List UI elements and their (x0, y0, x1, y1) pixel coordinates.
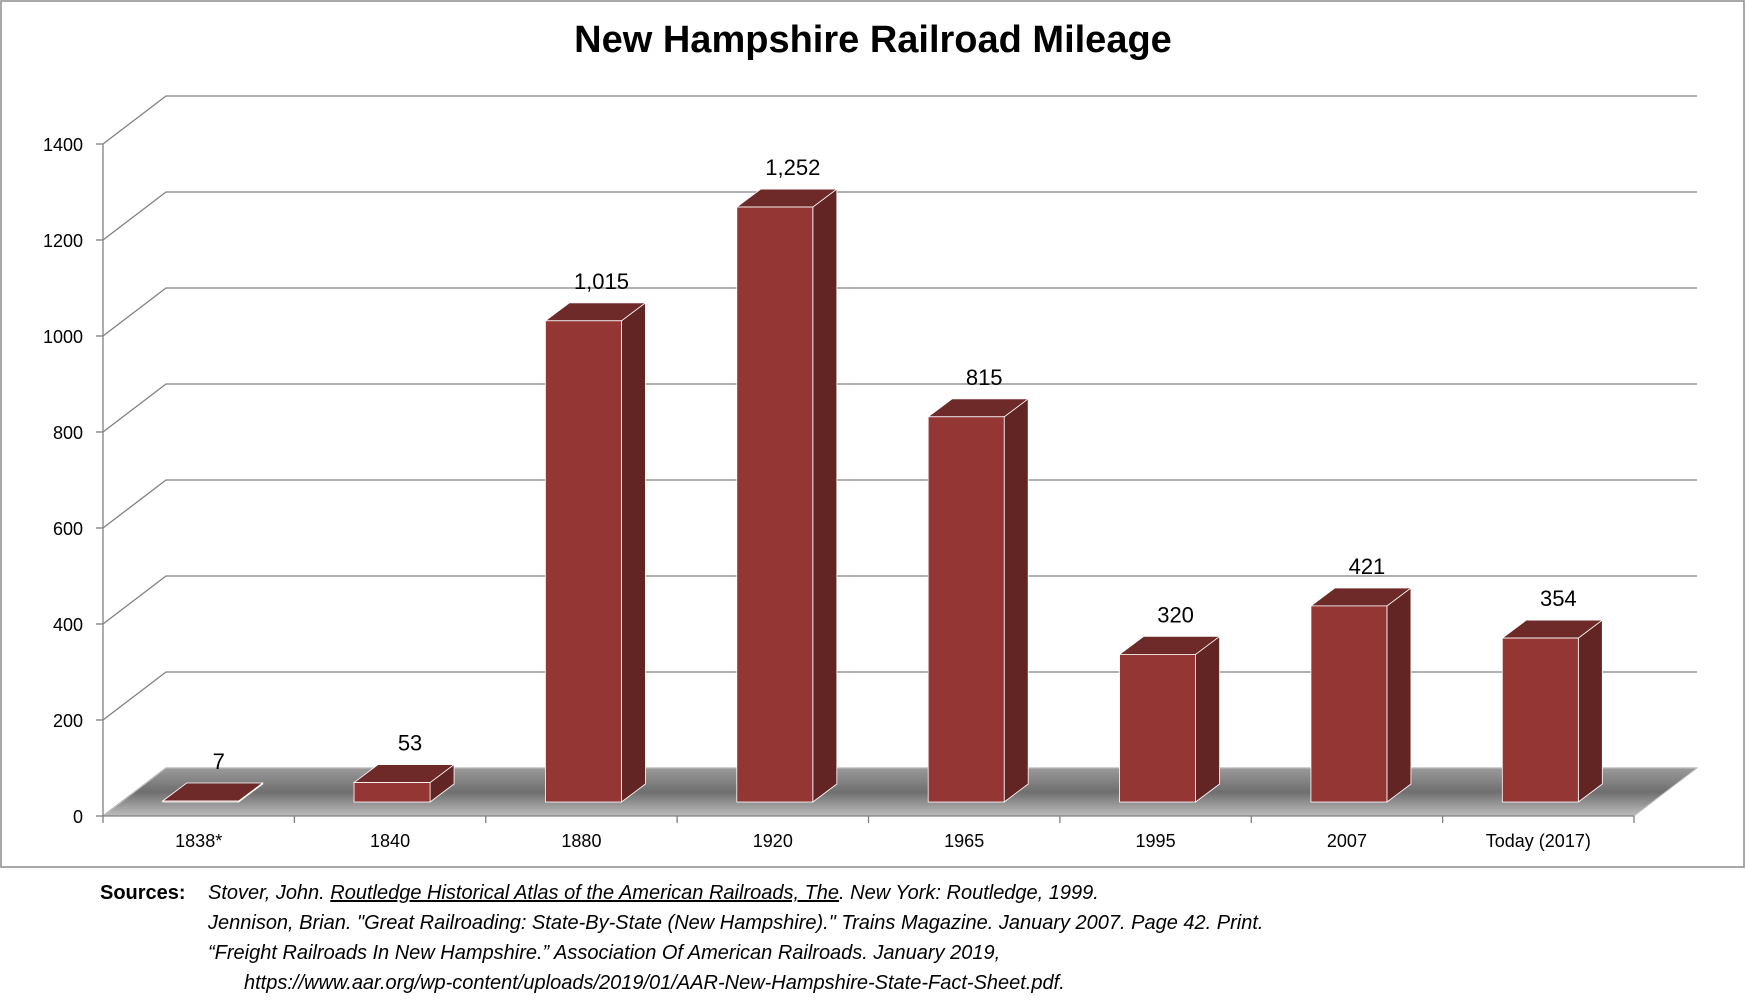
bar-front (1501, 637, 1579, 803)
bar-side (812, 188, 838, 803)
y-tick-label: 1200 (43, 231, 83, 251)
bar-front (736, 206, 814, 803)
source-entry: “Freight Railroads In New Hampshire.” As… (208, 942, 1001, 964)
bar-front (353, 782, 431, 803)
bar (735, 188, 839, 803)
y-tick-label: 1000 (43, 327, 83, 347)
bar (926, 397, 1030, 803)
bar (1309, 587, 1413, 803)
gridlines (102, 95, 1697, 817)
bar-front (545, 320, 622, 803)
y-tick-label: 1400 (43, 135, 83, 155)
data-label: 815 (966, 365, 1003, 390)
bars (161, 188, 1604, 803)
bar-side (1003, 397, 1029, 803)
source-entry: Stover, John. Routledge Historical Atlas… (208, 878, 1263, 908)
source-prefix: Stover, John. (208, 882, 331, 904)
x-tick-label: 1838* (175, 831, 222, 851)
bar-front (1119, 654, 1196, 803)
floor-plane (101, 767, 1699, 817)
x-tick-label: 1880 (561, 831, 601, 851)
x-tick-label: 2007 (1327, 831, 1367, 851)
y-tick-label: 0 (73, 807, 83, 827)
bar (1501, 619, 1604, 803)
data-label: 7 (213, 749, 225, 774)
source-book-title: Routledge Historical Atlas of the Americ… (330, 882, 840, 904)
chart-floor (101, 767, 1699, 817)
data-label: 320 (1157, 602, 1194, 627)
bar (161, 782, 264, 803)
gridline (102, 383, 1697, 433)
source-entry: Jennison, Brian. "Great Railroading: Sta… (208, 912, 1264, 934)
data-label: 1,015 (574, 269, 629, 294)
data-labels: 7 53 1,015 1,252 815 320 421 354 (213, 155, 1577, 774)
data-label: 354 (1540, 586, 1577, 611)
source-url: https://www.aar.org/wp-content/uploads/2… (244, 972, 1065, 994)
bar-front (927, 416, 1005, 803)
x-tick-label: 1995 (1136, 831, 1176, 851)
x-tick-label: Today (2017) (1486, 831, 1591, 851)
axes: 0 200 400 600 800 1000 1200 1400 1838* 1840 1880 19… (43, 135, 1635, 851)
bar-chart: New Hampshire Railroad Mileage 0 200 400 60… (0, 0, 1745, 868)
bar-side (1195, 635, 1220, 803)
gridline (102, 191, 1697, 241)
bar-side (1386, 587, 1412, 803)
bar (1118, 635, 1221, 803)
gridline (102, 287, 1697, 337)
x-tick-label: 1840 (370, 831, 410, 851)
bar-front (162, 800, 240, 803)
bar-side (621, 301, 646, 803)
x-tick-label: 1965 (944, 831, 984, 851)
bar-front (1310, 605, 1388, 803)
bar (352, 763, 456, 803)
source-suffix: . New York: Routledge, 1999. (839, 882, 1099, 904)
chart-border (0, 0, 1745, 868)
y-tick-label: 600 (53, 519, 83, 539)
data-label: 1,252 (765, 155, 820, 180)
chart-title: New Hampshire Railroad Mileage (574, 19, 1172, 61)
y-tick-label: 800 (53, 423, 83, 443)
sources-list: Stover, John. Routledge Historical Atlas… (208, 878, 1263, 998)
bar (544, 301, 647, 803)
data-label: 53 (398, 731, 422, 756)
gridline (102, 479, 1697, 529)
y-tick-label: 200 (53, 711, 83, 731)
bar-side (1577, 619, 1603, 803)
gridline (102, 95, 1697, 145)
gridline (102, 575, 1697, 625)
data-label: 421 (1349, 554, 1386, 579)
y-tick-label: 400 (53, 615, 83, 635)
chart-area: New Hampshire Railroad Mileage 0 200 400 60… (0, 0, 1745, 868)
sources-label: Sources: (100, 882, 186, 904)
x-tick-label: 1920 (753, 831, 793, 851)
